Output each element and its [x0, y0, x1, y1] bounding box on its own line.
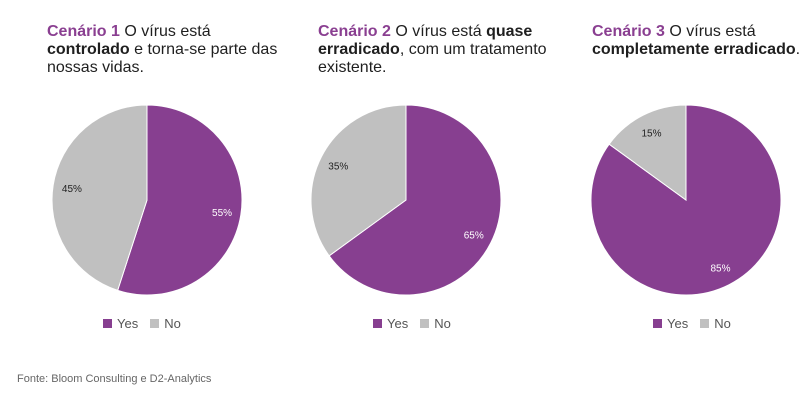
chart-title-strong: quase erradicado	[318, 23, 533, 58]
chart-panel-2: Cenário 2 O vírus está quase erradicado,…	[310, 0, 558, 340]
pie-chart-3: 85% 15%	[590, 104, 782, 296]
legend-swatch-no	[150, 319, 160, 328]
legend-item-no: No	[420, 316, 451, 331]
chart-title-lead: Cenário 2	[318, 23, 391, 40]
legend-3: Yes No	[653, 316, 806, 331]
legend-item-yes: Yes	[653, 316, 688, 331]
pie-chart-1: 55% 45%	[51, 104, 243, 296]
slice-label-no: 15%	[641, 128, 661, 139]
pie-slice-no	[310, 104, 407, 257]
pie-slice-no	[51, 104, 148, 291]
legend-swatch-yes	[103, 319, 112, 328]
chart-title-text: O vírus está	[664, 23, 756, 40]
legend-swatch-no	[700, 319, 710, 328]
chart-panel-3: Cenário 3 O vírus está completamente err…	[590, 0, 806, 340]
chart-title-text: O vírus está	[119, 23, 211, 40]
slice-label-no: 45%	[62, 184, 82, 195]
legend-item-yes: Yes	[103, 316, 138, 331]
chart-title-lead: Cenário 1	[47, 23, 120, 40]
chart-title-2: Cenário 2 O vírus está quase erradicado,…	[318, 23, 558, 77]
pie-slice-yes	[328, 104, 502, 296]
chart-title-text: O vírus está	[390, 23, 487, 40]
slice-label-yes: 65%	[464, 231, 484, 242]
legend-item-no: No	[150, 316, 181, 331]
chart-title-1: Cenário 1 O vírus está controlado e torn…	[47, 23, 287, 77]
legend-2: Yes No	[373, 316, 573, 331]
chart-title-strong: controlado	[47, 41, 130, 58]
slice-label-yes: 85%	[710, 264, 730, 275]
source-note: Fonte: Bloom Consulting e D2-Analytics	[17, 373, 212, 385]
legend-swatch-yes	[653, 319, 662, 328]
legend-swatch-yes	[373, 319, 382, 328]
chart-title-text: .	[795, 41, 801, 58]
pie-chart-2: 65% 35%	[310, 104, 502, 296]
legend-label-no: No	[434, 316, 451, 331]
legend-item-no: No	[700, 316, 731, 331]
legend-label-no: No	[714, 316, 731, 331]
legend-label-yes: Yes	[117, 316, 139, 331]
legend-swatch-no	[420, 319, 430, 328]
legend-label-no: No	[164, 316, 181, 331]
legend-item-yes: Yes	[373, 316, 408, 331]
chart-title-text: e torna-se parte das nossas vidas.	[47, 41, 278, 76]
chart-title-lead: Cenário 3	[592, 23, 665, 40]
legend-label-yes: Yes	[387, 316, 409, 331]
slice-label-yes: 55%	[212, 208, 232, 219]
pie-slice-no	[608, 104, 687, 201]
chart-title-text: , com um tratamento existente.	[318, 41, 547, 76]
slice-label-no: 35%	[328, 161, 348, 172]
legend-1: Yes No	[103, 316, 303, 331]
chart-title-strong: completamente erradicado	[592, 41, 796, 58]
pie-slice-yes	[117, 104, 243, 296]
chart-panel-1: Cenário 1 O vírus está controlado e torn…	[47, 0, 287, 340]
chart-title-3: Cenário 3 O vírus está completamente err…	[592, 23, 806, 59]
legend-label-yes: Yes	[667, 316, 689, 331]
